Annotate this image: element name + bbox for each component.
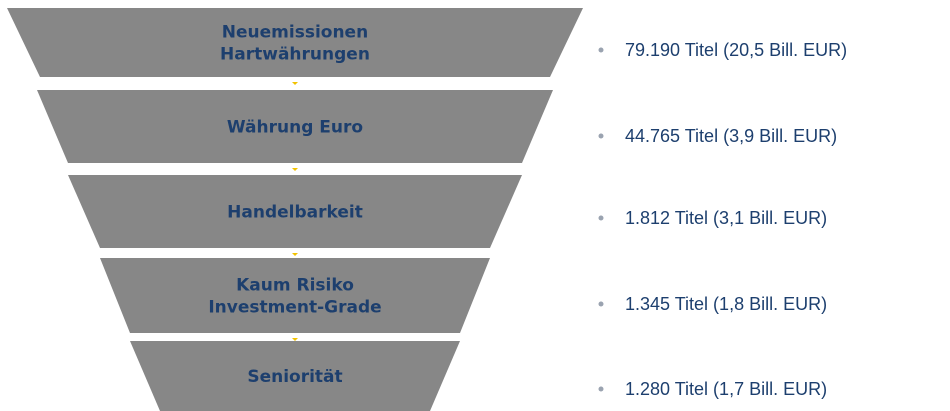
connector-arrow	[292, 338, 298, 341]
funnel-stage	[68, 175, 522, 248]
connector-arrow	[292, 82, 298, 85]
bullet	[598, 133, 604, 139]
funnel-stage	[130, 341, 460, 411]
stage-label: Handelbarkeit	[227, 203, 363, 223]
stage-label: Investment-Grade	[208, 298, 381, 318]
bullet	[598, 215, 604, 221]
funnel-stage	[7, 8, 583, 77]
bullet	[598, 386, 604, 392]
bullet	[598, 47, 604, 53]
stage-description: 1.280 Titel (1,7 Bill. EUR)	[625, 379, 827, 399]
stage-description: 1.345 Titel (1,8 Bill. EUR)	[625, 294, 827, 314]
stage-description: 1.812 Titel (3,1 Bill. EUR)	[625, 208, 827, 228]
stage-label: Kaum Risiko	[236, 276, 354, 296]
stage-description: 44.765 Titel (3,9 Bill. EUR)	[625, 126, 837, 146]
connector-arrow	[292, 168, 298, 171]
stage-label: Währung Euro	[227, 118, 363, 138]
stage-label: Neuemissionen	[222, 23, 368, 43]
stage-description: 79.190 Titel (20,5 Bill. EUR)	[625, 40, 847, 60]
stage-label: Hartwährungen	[220, 45, 370, 65]
connector-arrow	[292, 253, 298, 256]
bullet	[598, 301, 604, 307]
funnel-stage	[100, 258, 490, 333]
stage-label: Seniorität	[247, 367, 342, 387]
funnel-stage	[37, 90, 553, 163]
